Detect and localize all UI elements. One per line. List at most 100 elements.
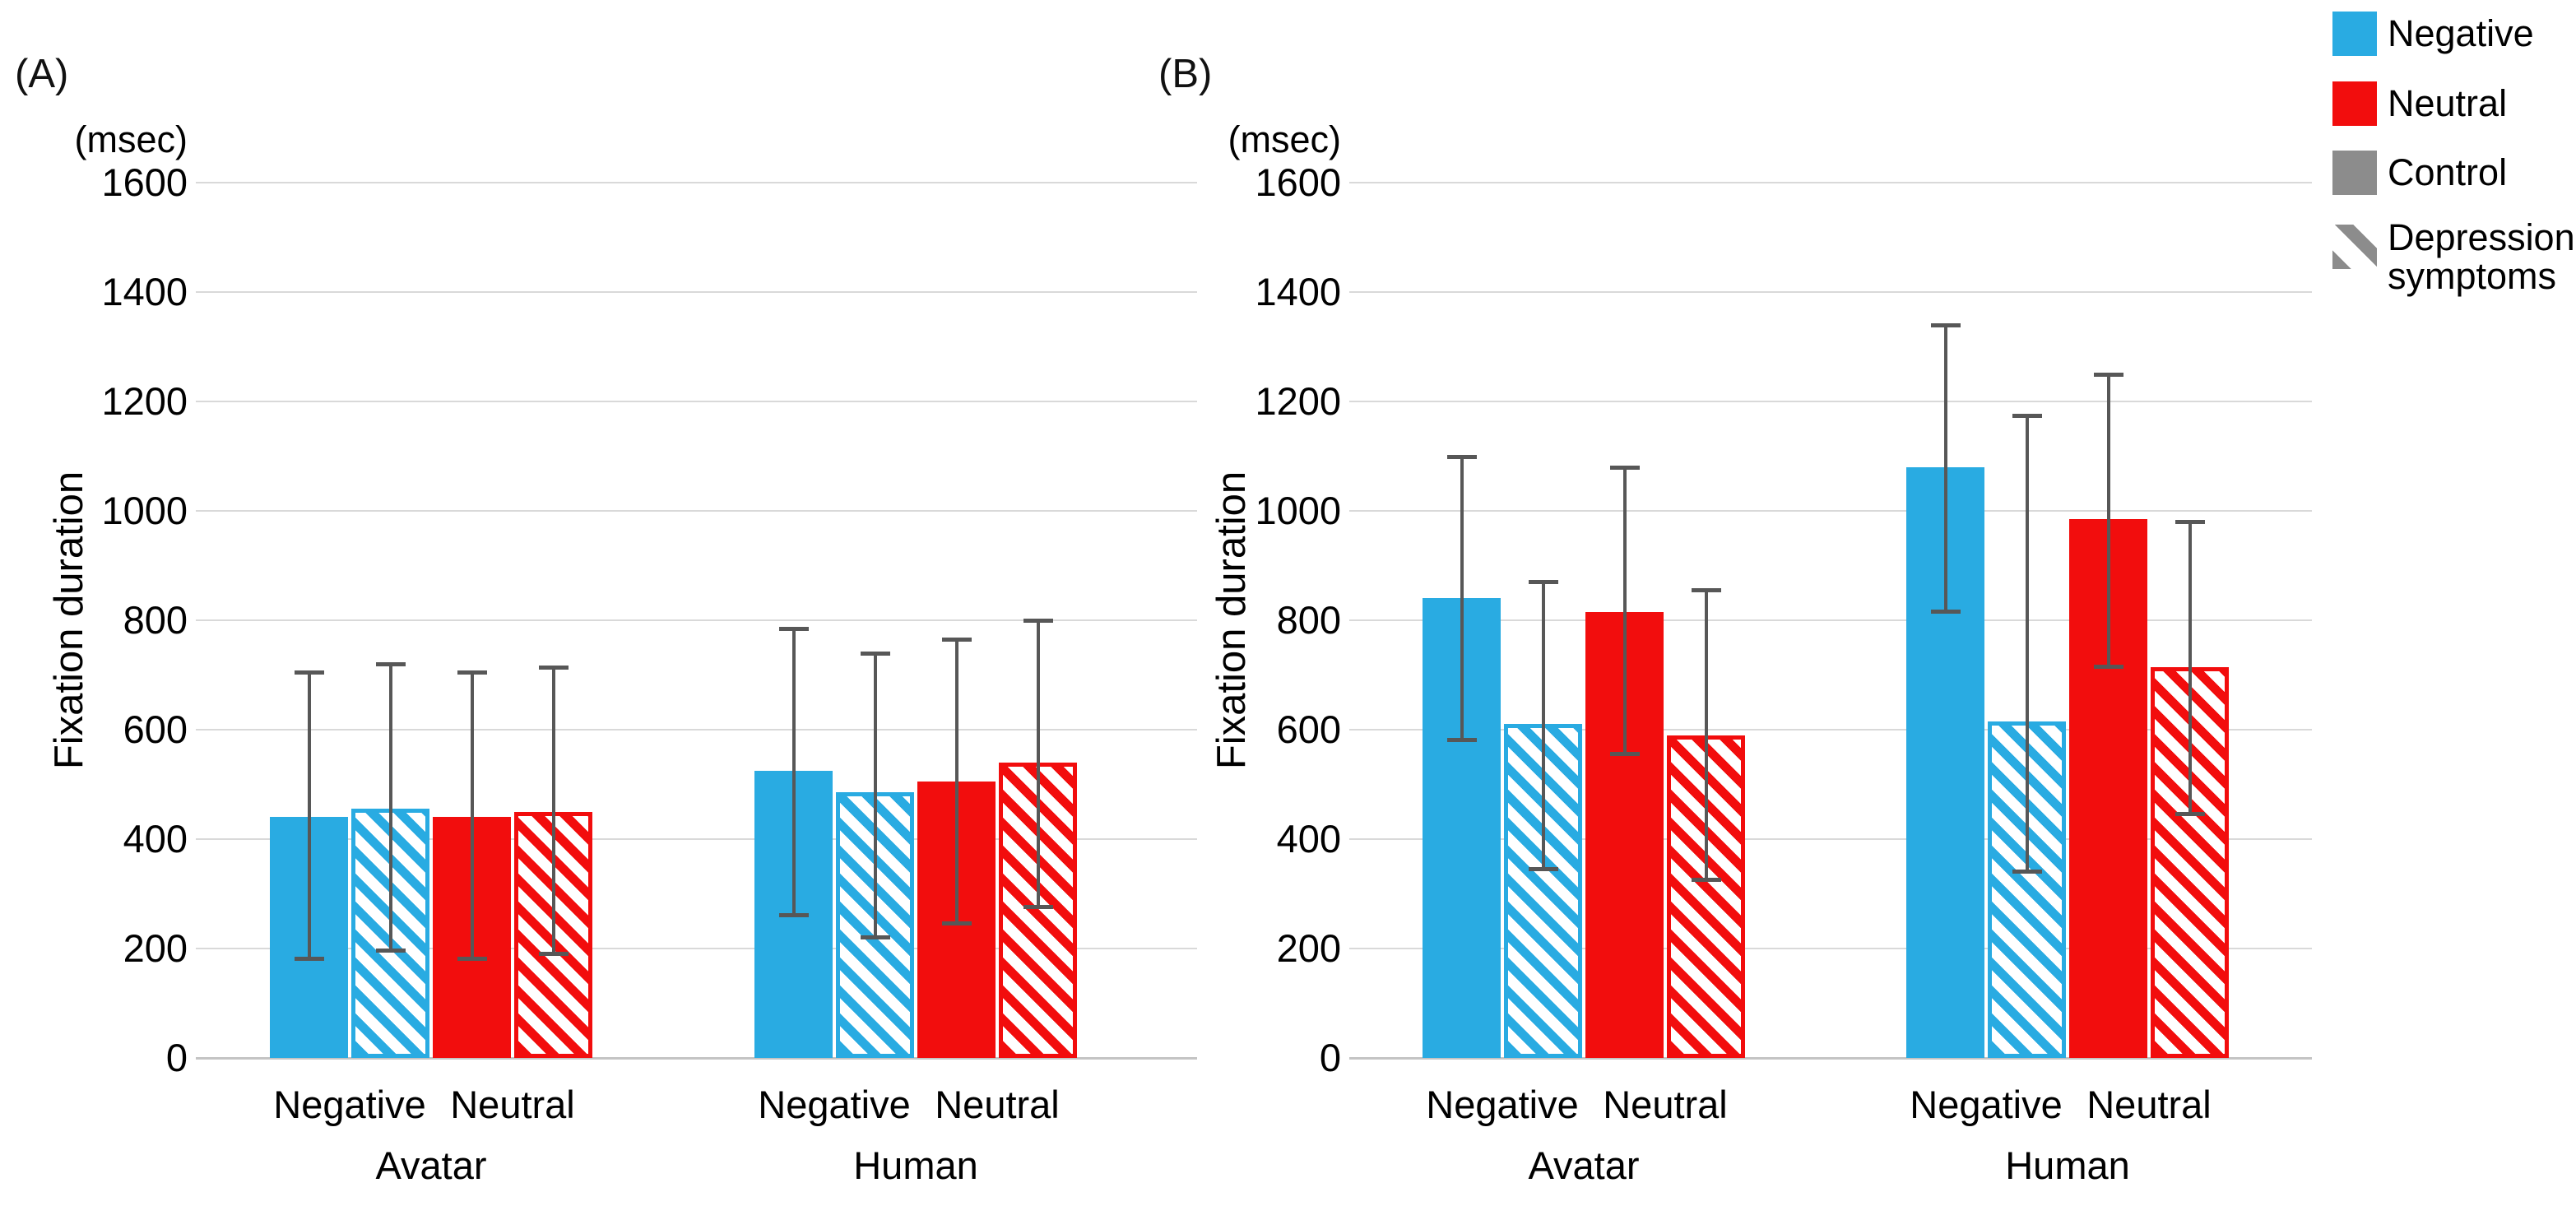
legend-label: Negative — [2388, 12, 2534, 54]
error-bar-cap-top — [2175, 520, 2205, 525]
error-bar-line — [2026, 415, 2029, 872]
y-tick-label: 1000 — [101, 489, 188, 532]
error-bar-cap-bottom — [457, 957, 487, 962]
error-bar-line — [1623, 466, 1627, 754]
panel-b-title: (B) — [1158, 52, 1213, 96]
error-bar-cap-top — [942, 638, 972, 642]
gridline — [196, 510, 1197, 512]
panel-a-title: (A) — [15, 52, 69, 96]
error-bar-cap-top — [861, 651, 890, 656]
error-bar-cap-top — [1610, 465, 1640, 470]
gridline — [196, 291, 1197, 293]
error-bar-line — [2107, 373, 2110, 667]
error-bar-cap-bottom — [1447, 738, 1477, 743]
legend-swatch-depression-symptoms — [2332, 225, 2377, 269]
legend-label: Depression symptoms — [2388, 216, 2575, 297]
y-tick-label: 600 — [123, 707, 188, 751]
x-axis-line — [1349, 1057, 2312, 1060]
gridline — [1349, 948, 2312, 949]
error-bar-line — [308, 672, 311, 960]
panel-b-unit-label: (msec) — [1228, 118, 1341, 160]
error-bar-cap-bottom — [376, 949, 406, 953]
gridline — [1349, 729, 2312, 731]
gridline — [196, 729, 1197, 731]
error-bar-line — [1037, 620, 1040, 908]
error-bar-cap-bottom — [1931, 610, 1961, 615]
x-axis-line — [196, 1057, 1197, 1060]
x-sub-label-neutral: Neutral — [935, 1083, 1060, 1126]
y-tick-label: 1400 — [1255, 270, 1341, 313]
error-bar-cap-bottom — [1610, 751, 1640, 756]
gridline — [1349, 619, 2312, 621]
x-group-label-human: Human — [2005, 1143, 2130, 1187]
error-bar-line — [1944, 324, 1947, 613]
error-bar-line — [792, 628, 796, 916]
y-tick-label: 200 — [1276, 926, 1341, 970]
y-tick-label: 1200 — [1255, 379, 1341, 423]
y-tick-label: 1600 — [1255, 160, 1341, 204]
x-group-label-avatar: Avatar — [1528, 1143, 1640, 1187]
y-tick-label: 1000 — [1255, 489, 1341, 532]
y-tick-label: 800 — [1276, 598, 1341, 642]
y-tick-label: 1600 — [101, 160, 188, 204]
y-tick-label: 600 — [1276, 707, 1341, 751]
error-bar-cap-bottom — [861, 935, 890, 939]
legend-swatch-neutral — [2332, 81, 2377, 126]
gridline — [1349, 838, 2312, 840]
error-bar-cap-bottom — [1529, 866, 1558, 871]
x-sub-label-negative: Negative — [758, 1083, 911, 1126]
gridline — [1349, 510, 2312, 512]
x-group-label-avatar: Avatar — [375, 1143, 487, 1187]
error-bar-line — [1542, 582, 1545, 870]
y-tick-label: 1400 — [101, 270, 188, 313]
y-tick-label: 0 — [165, 1036, 188, 1079]
error-bar-line — [874, 652, 877, 938]
error-bar-cap-top — [1529, 580, 1558, 585]
error-bar-cap-top — [779, 626, 809, 631]
gridline — [1349, 291, 2312, 293]
error-bar-cap-top — [2094, 372, 2123, 377]
error-bar-cap-bottom — [1023, 905, 1053, 910]
error-bar-cap-bottom — [2012, 869, 2042, 874]
gridline — [196, 182, 1197, 183]
error-bar-line — [955, 639, 958, 925]
legend-swatch-negative — [2332, 12, 2377, 56]
y-tick-label: 400 — [1276, 817, 1341, 860]
gridline — [1349, 182, 2312, 183]
error-bar-line — [1460, 456, 1464, 741]
error-bar-cap-bottom — [2094, 664, 2123, 669]
x-group-label-human: Human — [853, 1143, 978, 1187]
gridline — [196, 619, 1197, 621]
panel-a-unit-label: (msec) — [74, 118, 188, 160]
error-bar-cap-bottom — [942, 921, 972, 926]
y-tick-label: 800 — [123, 598, 188, 642]
error-bar-line — [471, 672, 474, 960]
error-bar-line — [389, 664, 392, 952]
error-bar-cap-top — [1023, 619, 1053, 623]
error-bar-line — [552, 666, 555, 954]
y-tick-label: 400 — [123, 817, 188, 860]
gridline — [1349, 401, 2312, 402]
error-bar-cap-top — [1692, 588, 1721, 593]
legend-label: Neutral — [2388, 82, 2508, 124]
error-bar-cap-top — [457, 670, 487, 675]
error-bar-cap-bottom — [295, 957, 324, 962]
error-bar-cap-bottom — [539, 951, 569, 956]
y-tick-label: 200 — [123, 926, 188, 970]
legend-swatch-control — [2332, 151, 2377, 195]
y-tick-label: 1200 — [101, 379, 188, 423]
x-sub-label-neutral: Neutral — [450, 1083, 575, 1126]
x-sub-label-negative: Negative — [1426, 1083, 1579, 1126]
gridline — [196, 948, 1197, 949]
gridline — [196, 838, 1197, 840]
gridline — [196, 401, 1197, 402]
legend-label: Control — [2388, 151, 2508, 193]
x-sub-label-negative: Negative — [273, 1083, 426, 1126]
x-sub-label-neutral: Neutral — [1603, 1083, 1728, 1126]
error-bar-cap-top — [1447, 454, 1477, 459]
x-sub-label-neutral: Neutral — [2086, 1083, 2212, 1126]
error-bar-cap-bottom — [779, 913, 809, 918]
error-bar-cap-top — [1931, 322, 1961, 327]
error-bar-cap-top — [376, 662, 406, 667]
